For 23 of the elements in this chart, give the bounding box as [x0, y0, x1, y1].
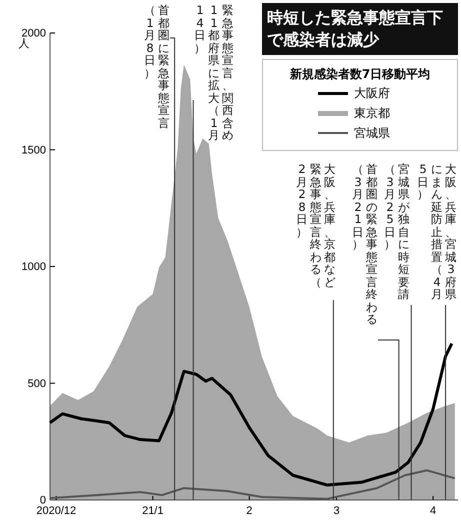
text: 首都圏に緊急事態宣言（1月8日）	[144, 3, 170, 130]
x-tick-label: 2020/12	[36, 504, 76, 517]
x-tick-label: 21/1	[142, 504, 164, 517]
text: 宮城県が独自に時短要請（3月25日）	[384, 162, 410, 301]
x-tick-label: 2	[246, 504, 252, 517]
chart-title: 時短した緊急事態宣言下で感染者は減少	[262, 3, 458, 55]
text: 大阪、兵庫、京都など緊急事態宣言終わる（2月28日）	[296, 162, 336, 288]
legend-label: 宮城県	[354, 124, 390, 142]
legend-label: 大阪府	[354, 84, 390, 102]
legend-label: 東京都	[354, 104, 390, 122]
y-axis-title: 人	[18, 37, 30, 50]
x-tick-label: 3	[333, 504, 340, 517]
legend-title: 新規感染者数7日移動平均	[288, 66, 432, 83]
y-tick-label: 0	[40, 494, 46, 507]
line-series	[48, 342, 454, 487]
text: 緊急事態宣言、関西含め11都府県に拡大（1月14日）	[194, 3, 234, 142]
text: 首都圏の緊急事態宣言終わる（3月21日）	[352, 162, 378, 326]
y-tick-label: 500	[28, 378, 46, 390]
text: 大阪、兵庫、宮城3府県にまん延防止措置（4月5日）	[417, 162, 457, 301]
y-tick-label: 1000	[22, 261, 46, 274]
x-tick-label: 4	[430, 504, 436, 517]
y-tick-label: 2000	[22, 28, 46, 40]
y-tick-label: 1500	[22, 144, 46, 156]
